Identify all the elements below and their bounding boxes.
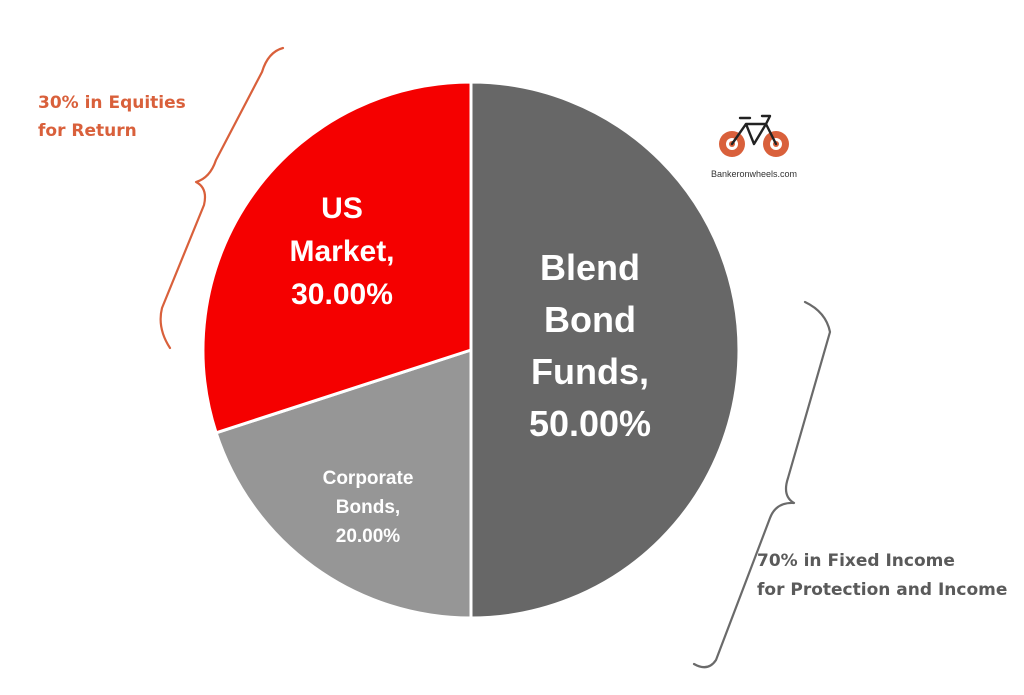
pie-slices bbox=[201, 80, 741, 620]
slice-label-line: 20.00% bbox=[336, 526, 401, 547]
slice-label-line: Blend bbox=[540, 247, 640, 288]
slice-label-line: 30.00% bbox=[291, 278, 393, 311]
pie-labels: Blend Bond Funds, 50.00% Corporate Bonds, 20.0… bbox=[289, 192, 651, 547]
slice-label-line: Bond bbox=[544, 299, 636, 340]
slice-label-line: Funds, bbox=[531, 351, 649, 392]
fixed-income-annotation-line2: for Protection and Income bbox=[757, 580, 1007, 600]
slice-label-us-market: US Market, 30.00% bbox=[289, 192, 394, 311]
slice-label-line: Corporate bbox=[323, 468, 414, 489]
logo-text: Bankeronwheels.com bbox=[711, 169, 797, 179]
fixed-income-brace bbox=[692, 300, 832, 669]
slice-label-blend-bond-funds: Blend Bond Funds, 50.00% bbox=[529, 247, 651, 444]
equities-annotation-line2: for Return bbox=[38, 121, 137, 141]
slice-label-line: US bbox=[321, 192, 363, 225]
fixed-income-annotation-line1: 70% in Fixed Income bbox=[757, 551, 955, 571]
slice-label-line: Bonds, bbox=[336, 497, 400, 518]
equities-brace bbox=[159, 46, 285, 350]
slice-label-corporate-bonds: Corporate Bonds, 20.00% bbox=[323, 468, 414, 547]
slice-label-line: Market, bbox=[289, 235, 394, 268]
equities-annotation-line1: 30% in Equities bbox=[38, 93, 186, 113]
pie-slice-blend-bond-funds bbox=[469, 80, 741, 620]
slice-label-line: 50.00% bbox=[529, 403, 651, 444]
pie-slice-us-market bbox=[201, 80, 473, 435]
bicycle-icon bbox=[719, 114, 789, 157]
pie-slice-corporate-bonds bbox=[214, 347, 473, 620]
